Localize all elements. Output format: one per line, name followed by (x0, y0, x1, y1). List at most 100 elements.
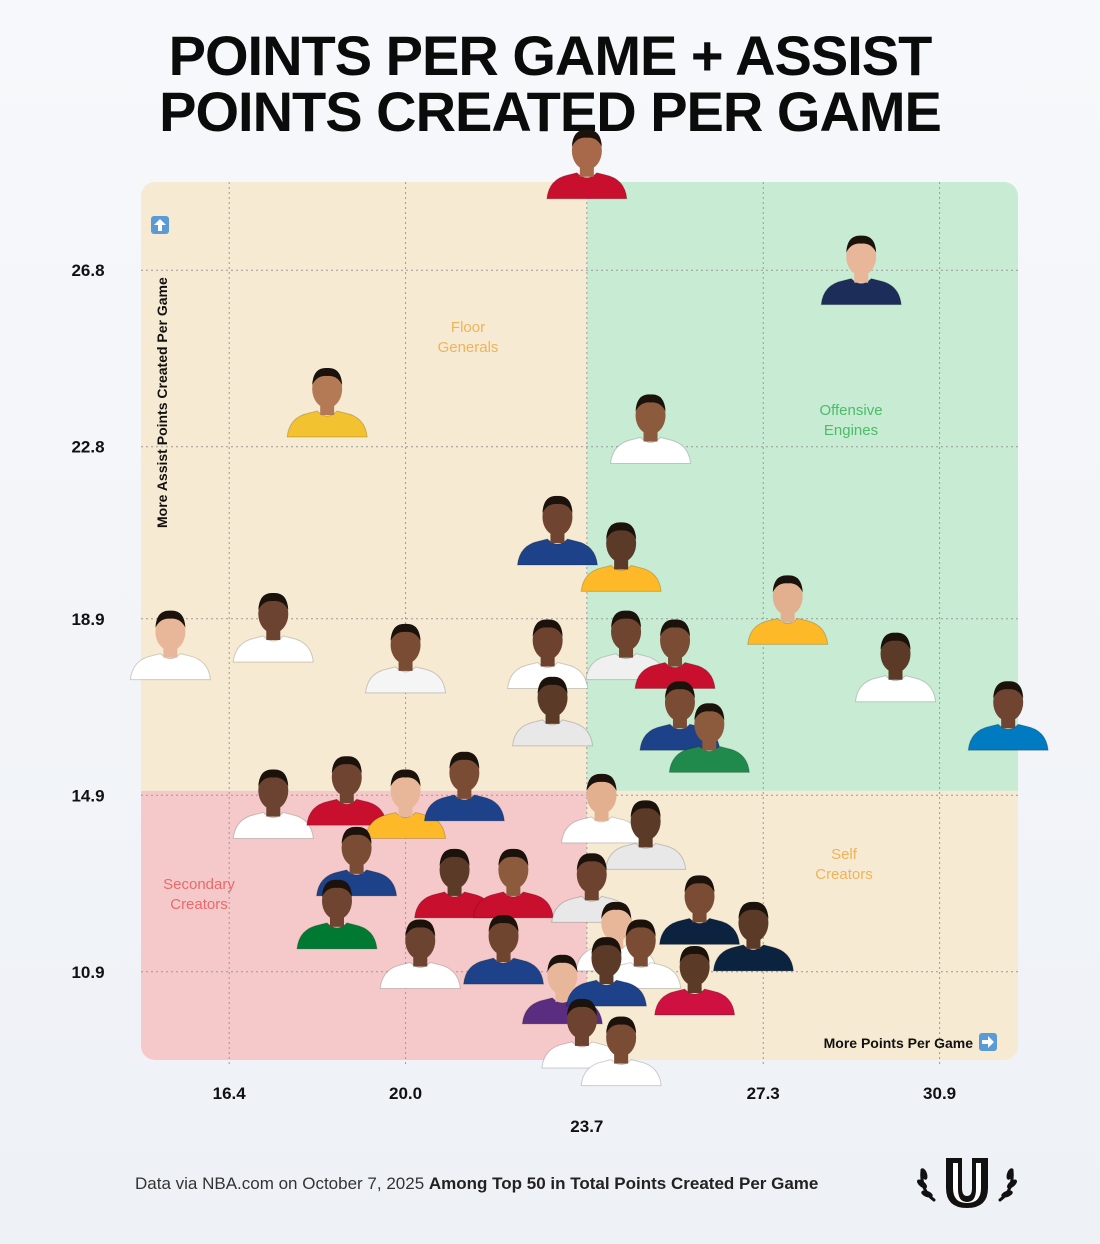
y-axis-label: More Assist Points Created Per Game (154, 277, 170, 528)
player-point (286, 367, 368, 438)
player-head (331, 758, 362, 797)
y-tick-label: 26.8 (71, 261, 104, 280)
player-head (571, 131, 602, 170)
player-hair (591, 937, 622, 955)
player-point (472, 848, 554, 919)
player-hair (679, 945, 710, 963)
player-point (423, 751, 505, 822)
player-point (580, 522, 662, 592)
player-hair (331, 756, 362, 774)
player-head (591, 939, 622, 978)
player-hair (664, 681, 695, 699)
player-hair (547, 954, 578, 972)
player-jersey (296, 922, 378, 950)
player-jersey (747, 617, 829, 645)
player-point (609, 394, 692, 464)
player-head (488, 917, 519, 956)
player-point (232, 769, 314, 840)
player-point (634, 619, 716, 690)
player-point (507, 619, 589, 690)
player-hair (449, 751, 480, 769)
x-axis-label: More Points Per Game (824, 1035, 974, 1051)
player-point (296, 879, 378, 950)
player-point (546, 129, 628, 200)
player-hair (321, 879, 352, 897)
player-hair (542, 495, 573, 513)
player-point (747, 575, 829, 645)
y-tick-label: 14.9 (71, 786, 104, 805)
player-point (365, 623, 447, 694)
player-head (390, 771, 421, 810)
player-hair (880, 632, 911, 650)
quadrant-label-offensive-engines: Offensive (819, 402, 882, 419)
y-tick-label: 10.9 (71, 963, 104, 982)
player-hair (390, 623, 421, 641)
quadrant-label-secondary-creators: Creators (170, 896, 228, 913)
player-point (658, 875, 741, 945)
player-hair (566, 998, 597, 1016)
quadrant-backgrounds (141, 182, 1018, 1060)
player-hair (576, 853, 607, 871)
player-jersey (580, 564, 662, 592)
player-head (993, 683, 1024, 722)
player-point (820, 235, 902, 306)
player-hair (537, 676, 568, 694)
player-hair (635, 394, 666, 412)
player-point (129, 610, 211, 681)
player-head (630, 802, 661, 841)
player-point (560, 773, 643, 844)
x-tick-label: 27.3 (747, 1084, 780, 1103)
player-head (155, 612, 186, 651)
player-head (625, 921, 656, 960)
player-jersey (668, 745, 750, 773)
player-point (854, 632, 937, 703)
quadrant-floor-generals (141, 182, 587, 791)
player-head (312, 370, 343, 409)
arrow-up-icon (151, 216, 169, 234)
arrow-right-icon (979, 1033, 997, 1051)
player-head (694, 705, 725, 744)
player-hair (772, 575, 803, 593)
player-hair (694, 703, 725, 721)
logo-icon (917, 1158, 1017, 1208)
footer-note-text: Among Top 50 in Total Points Created Per… (428, 1174, 819, 1193)
player-jersey (379, 961, 461, 990)
quadrant-self-creators (586, 790, 1018, 1060)
player-hair (258, 592, 289, 611)
chart-title-line-1: POINTS PER GAME + ASSIST (168, 24, 933, 87)
player-point (306, 756, 388, 826)
player-hair (390, 769, 421, 787)
quadrant-label-floor-generals: Generals (438, 339, 499, 356)
player-head (684, 877, 715, 916)
player-point (712, 901, 794, 972)
x-tick-label: 30.9 (923, 1084, 956, 1103)
player-hair (532, 619, 563, 637)
player-jersey (463, 957, 545, 985)
player-head (772, 577, 803, 616)
player-head (738, 903, 769, 942)
player-hair (625, 919, 656, 937)
player-jersey (580, 1059, 662, 1087)
quadrant-offensive-engines (586, 182, 1018, 791)
player-jersey (286, 410, 368, 438)
player-head (635, 396, 666, 435)
player-head (606, 1018, 637, 1057)
player-head (586, 775, 617, 814)
quadrant-label-offensive-engines: Engines (824, 422, 878, 439)
player-head (611, 612, 642, 651)
player-jersey (546, 172, 628, 200)
player-hair (155, 610, 186, 628)
player-head (258, 595, 289, 634)
player-jersey (232, 635, 314, 663)
player-hair (601, 901, 632, 919)
player-point (668, 703, 750, 773)
player-point (967, 681, 1049, 751)
player-head (498, 850, 529, 889)
player-jersey (512, 719, 594, 747)
player-head (576, 855, 607, 894)
player-jersey (507, 661, 589, 690)
footer-source: Data via NBA.com on October 7, 2025 Amon… (135, 1174, 818, 1194)
player-head (390, 625, 421, 664)
player-jersey (306, 798, 388, 826)
